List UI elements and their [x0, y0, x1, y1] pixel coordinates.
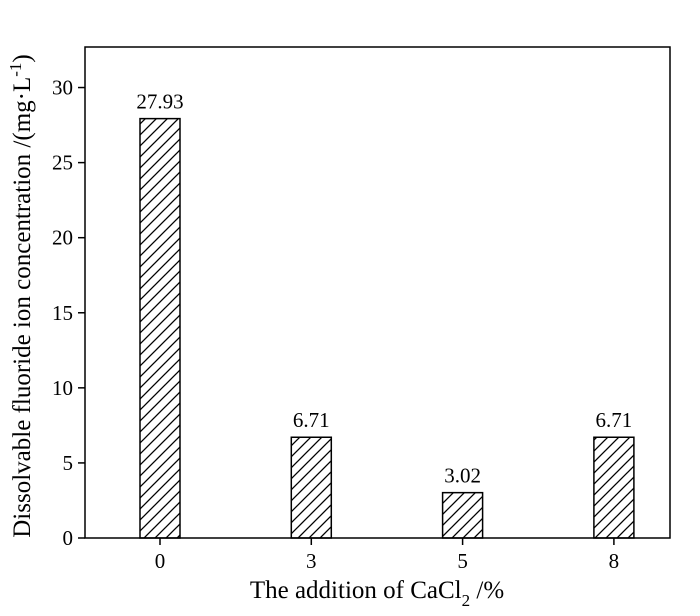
x-axis-label-text: The addition of CaCl	[250, 577, 462, 604]
x-tick-label: 3	[306, 549, 317, 573]
y-tick-label: 20	[52, 226, 73, 250]
y-tick-label: 15	[52, 301, 73, 325]
bar	[441, 491, 484, 539]
bar	[290, 436, 333, 539]
plot-frame	[84, 46, 671, 539]
x-tick-label: 0	[155, 549, 166, 573]
value-label: 27.93	[136, 90, 183, 114]
y-axis-label-suffix: )	[9, 54, 36, 62]
y-tick-label: 0	[63, 526, 74, 550]
y-tick-label: 30	[52, 76, 73, 100]
value-label: 3.02	[444, 464, 481, 488]
x-axis-label: The addition of CaCl2 /%	[250, 577, 504, 610]
value-label: 6.71	[293, 408, 330, 432]
bar	[593, 436, 635, 539]
y-tick-label: 10	[52, 376, 73, 400]
y-axis-label: Dissolvable fluoride ion concentration /…	[6, 54, 36, 538]
x-tick-label: 8	[609, 549, 620, 573]
y-tick-label: 25	[52, 151, 73, 175]
bar	[139, 117, 181, 539]
x-axis-label-suffix: /%	[470, 577, 504, 604]
x-axis-label-subscript: 2	[462, 591, 471, 610]
y-axis-label-text: Dissolvable fluoride ion concentration /…	[9, 77, 36, 538]
value-label: 6.71	[596, 408, 633, 432]
y-tick-label: 5	[63, 451, 74, 475]
x-tick-label: 5	[457, 549, 468, 573]
y-axis-label-superscript: -1	[6, 63, 25, 77]
